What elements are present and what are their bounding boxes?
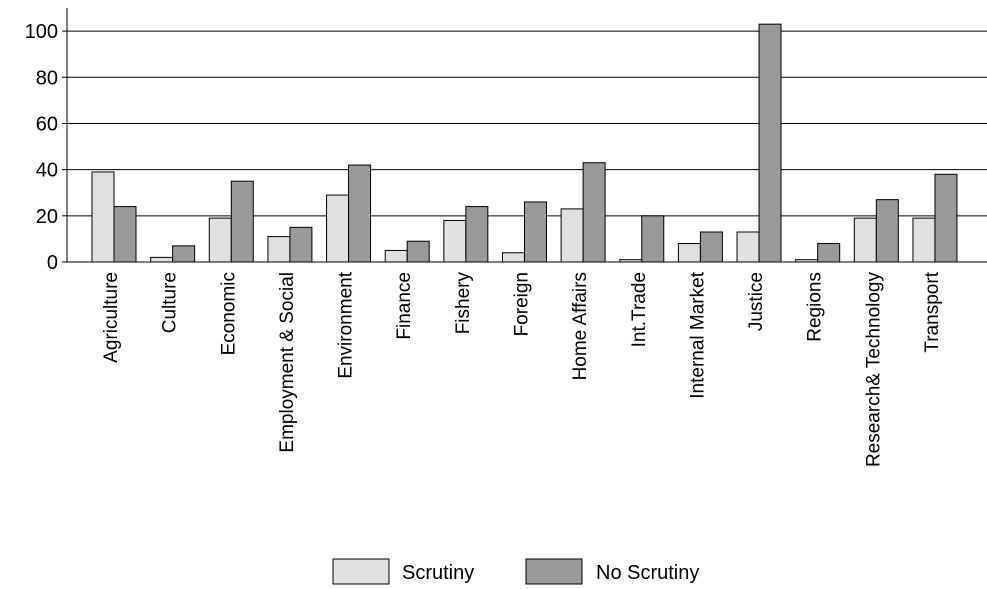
bar-no-scrutiny-fishery xyxy=(465,206,489,263)
bar-no-scrutiny-culture xyxy=(172,245,196,263)
y-tick-label-40: 40 xyxy=(36,160,58,182)
bar-no-scrutiny-int-trade xyxy=(641,215,665,263)
bar-no-scrutiny-environment xyxy=(348,164,372,263)
x-label-research-technology: Research& Technology xyxy=(863,272,884,468)
bar-no-scrutiny-finance xyxy=(406,240,430,263)
bar-scrutiny-fishery xyxy=(443,219,467,263)
bar-no-scrutiny-employment-social xyxy=(289,226,313,263)
x-label-foreign: Foreign xyxy=(511,272,532,336)
bar-no-scrutiny-agriculture xyxy=(113,206,137,263)
x-label-finance: Finance xyxy=(394,272,415,340)
bar-no-scrutiny-research-technology xyxy=(875,199,899,263)
bar-scrutiny-employment-social xyxy=(267,236,291,263)
legend-swatch-no-scrutiny xyxy=(525,558,583,585)
x-label-economic: Economic xyxy=(218,272,239,355)
grid-lines xyxy=(67,30,987,217)
legend: Scrutiny No Scrutiny xyxy=(332,558,699,585)
y-tick-label-80: 80 xyxy=(36,67,58,89)
x-label-transport: Transport xyxy=(922,271,943,352)
y-tick-label-20: 20 xyxy=(36,206,58,228)
bar-scrutiny-transport xyxy=(912,217,936,263)
y-tick-label-0: 0 xyxy=(47,252,58,274)
x-label-justice: Justice xyxy=(746,272,767,331)
legend-label-scrutiny: Scrutiny xyxy=(402,562,474,584)
legend-swatch-scrutiny xyxy=(332,558,390,585)
legend-label-no-scrutiny: No Scrutiny xyxy=(596,562,699,584)
bars xyxy=(91,23,958,263)
x-label-home-affairs: Home Affairs xyxy=(570,272,591,380)
bar-no-scrutiny-internal-market xyxy=(699,231,723,263)
y-tick-label-100: 100 xyxy=(25,21,58,43)
x-label-int-trade: Int.Trade xyxy=(629,272,650,347)
bar-no-scrutiny-regions xyxy=(817,243,841,263)
y-tick-label-60: 60 xyxy=(36,113,58,135)
x-label-employment-social: Employment & Social xyxy=(277,272,298,453)
bar-scrutiny-internal-market xyxy=(677,243,701,263)
x-label-internal-market: Internal Market xyxy=(687,271,708,398)
bar-no-scrutiny-home-affairs xyxy=(582,162,606,263)
bar-no-scrutiny-economic xyxy=(230,180,254,263)
bar-scrutiny-foreign xyxy=(501,252,525,263)
bar-scrutiny-research-technology xyxy=(853,217,877,263)
x-label-fishery: Fishery xyxy=(453,272,474,335)
x-label-environment: Environment xyxy=(336,271,357,378)
bar-scrutiny-agriculture xyxy=(91,171,115,263)
bar-scrutiny-finance xyxy=(384,249,408,263)
bar-scrutiny-justice xyxy=(736,231,760,263)
bar-scrutiny-economic xyxy=(208,217,232,263)
bar-no-scrutiny-justice xyxy=(758,23,782,263)
x-label-culture: Culture xyxy=(160,272,181,333)
x-axis-labels: Agriculture Culture Economic Employment & S… xyxy=(101,271,943,467)
bar-no-scrutiny-foreign xyxy=(523,201,547,263)
x-label-agriculture: Agriculture xyxy=(101,272,122,363)
x-label-regions: Regions xyxy=(805,272,826,342)
bar-scrutiny-environment xyxy=(326,194,350,263)
y-axis-ticks: 0 20 40 60 80 100 xyxy=(25,21,67,274)
bar-no-scrutiny-transport xyxy=(934,173,958,263)
bar-scrutiny-home-affairs xyxy=(560,208,584,263)
bar-scrutiny-culture xyxy=(150,256,174,263)
